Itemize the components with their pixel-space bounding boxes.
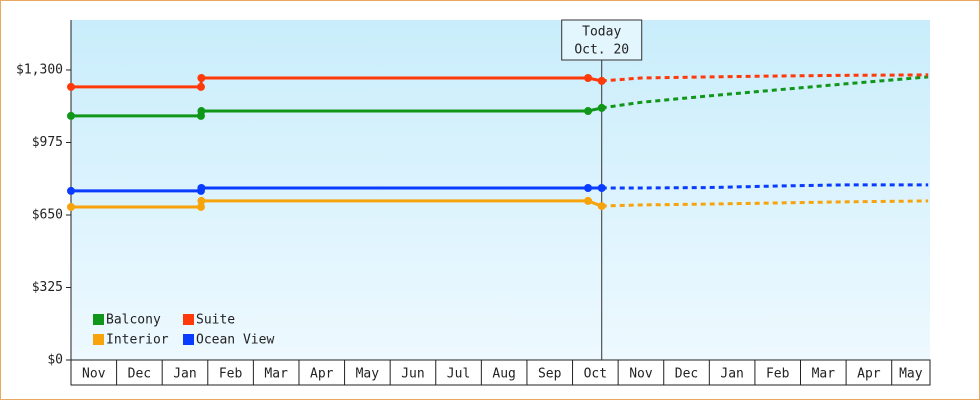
x-tick-label: Apr bbox=[857, 367, 881, 382]
x-tick-label: Jun bbox=[401, 367, 424, 382]
price-point bbox=[597, 76, 606, 85]
y-tick-label: $0 bbox=[47, 353, 63, 368]
today-label: Oct. 20 bbox=[574, 43, 629, 58]
price-point bbox=[597, 103, 606, 112]
legend-swatch bbox=[183, 314, 194, 325]
x-tick-label: May bbox=[899, 367, 923, 382]
x-tick-label: Nov bbox=[629, 367, 653, 382]
x-tick-label: Oct bbox=[584, 367, 607, 382]
price-point bbox=[197, 74, 206, 83]
legend-swatch bbox=[93, 334, 104, 345]
today-box bbox=[561, 19, 643, 61]
x-tick-label: Sep bbox=[538, 367, 562, 382]
today-label: Today bbox=[582, 25, 621, 40]
price-point bbox=[67, 82, 75, 91]
price-point bbox=[197, 107, 206, 116]
price-point bbox=[67, 202, 75, 211]
legend-swatch bbox=[93, 314, 104, 325]
price-point bbox=[584, 107, 593, 116]
price-point bbox=[196, 82, 205, 91]
x-tick-label: Feb bbox=[219, 367, 243, 382]
x-tick-label: Jan bbox=[173, 367, 196, 382]
price-point bbox=[196, 202, 205, 211]
x-tick-label: Jul bbox=[447, 367, 470, 382]
x-tick-label: Aug bbox=[492, 367, 515, 382]
x-tick-label: Dec bbox=[675, 367, 698, 382]
x-tick-label: May bbox=[356, 367, 380, 382]
y-tick-label: $650 bbox=[32, 207, 63, 222]
y-tick-label: $1,300 bbox=[16, 62, 63, 77]
legend-label: Interior bbox=[106, 333, 169, 348]
x-tick-label: Mar bbox=[812, 367, 836, 382]
price-point bbox=[597, 183, 606, 192]
legend-swatch bbox=[183, 334, 194, 345]
y-tick-label: $325 bbox=[32, 280, 63, 295]
price-point bbox=[584, 183, 593, 192]
x-tick-label: Apr bbox=[310, 367, 334, 382]
legend-label: Balcony bbox=[106, 313, 161, 328]
y-tick-label: $975 bbox=[32, 135, 63, 150]
x-tick-label: Jan bbox=[720, 367, 743, 382]
legend-label: Ocean View bbox=[196, 333, 274, 348]
price-point bbox=[67, 186, 75, 195]
x-tick-label: Nov bbox=[82, 367, 106, 382]
x-tick-label: Dec bbox=[128, 367, 151, 382]
x-tick-label: Feb bbox=[766, 367, 790, 382]
price-point bbox=[584, 196, 593, 205]
x-axis-band bbox=[70, 359, 931, 386]
price-point bbox=[197, 196, 206, 205]
price-point bbox=[584, 74, 593, 83]
x-tick-label: Mar bbox=[264, 367, 288, 382]
price-point bbox=[597, 202, 606, 211]
price-point bbox=[67, 111, 75, 120]
price-point bbox=[197, 183, 206, 192]
legend-label: Suite bbox=[196, 313, 235, 328]
